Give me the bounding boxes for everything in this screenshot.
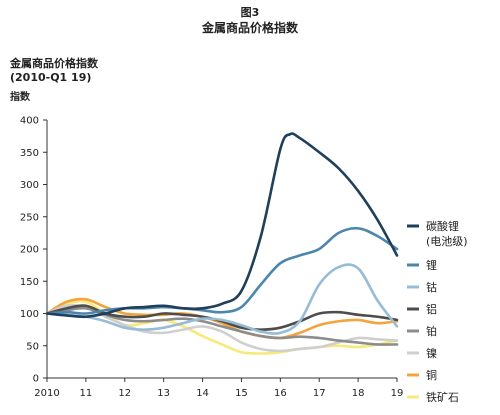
chart-series-layer	[45, 132, 399, 355]
legend-label: 铂	[426, 324, 437, 338]
x-tick-label: 13	[157, 388, 170, 399]
x-tick-label: 2010	[34, 388, 59, 399]
legend-label: 钴	[426, 280, 437, 294]
legend-label: 铁矿石	[426, 391, 459, 404]
legend-label: 铝	[426, 302, 437, 316]
y-tick-label: 200	[20, 245, 39, 256]
y-tick-label: 300	[20, 180, 39, 191]
x-tick-label: 14	[196, 388, 209, 399]
legend-label: 镍	[426, 346, 437, 360]
series-line-7	[45, 297, 399, 340]
series-line-1	[45, 132, 399, 319]
legend-label: 锂	[426, 258, 437, 272]
chart-axis-subtitle: (2010-Q1 19)	[10, 71, 92, 84]
x-tick-label: 18	[352, 388, 365, 399]
x-tick-label: 12	[118, 388, 131, 399]
x-tick-label: 17	[313, 388, 326, 399]
series-line-2	[45, 226, 399, 315]
legend-label: 铜	[426, 368, 437, 382]
y-tick-label: 350	[20, 148, 39, 159]
x-tick-label: 15	[235, 388, 248, 399]
y-tick-label: 100	[20, 309, 39, 320]
figure-number: 图3	[240, 6, 260, 19]
series-line-6	[45, 303, 399, 353]
legend-label-line2: (电池级)	[426, 235, 468, 248]
y-axis-unit: 指数	[10, 92, 30, 103]
x-tick-label: 19	[391, 388, 404, 399]
y-tick-label: 50	[26, 341, 39, 352]
chart-axis-title: 金属商品价格指数	[10, 57, 98, 70]
y-tick-label: 400	[20, 116, 39, 127]
series-line-3	[45, 263, 399, 335]
y-tick-label: 250	[20, 212, 39, 223]
figure-title: 金属商品价格指数	[201, 21, 298, 35]
y-tick-label: 150	[20, 277, 39, 288]
chart-axes: 0 50 100 150 200 250 300 350 400 2010 11 12 13 14 15 16…	[20, 116, 403, 400]
x-tick-label: 11	[80, 388, 93, 399]
legend-label: 碳酸锂	[426, 219, 459, 233]
x-tick-label: 16	[274, 388, 287, 399]
y-tick-label: 0	[33, 374, 39, 385]
